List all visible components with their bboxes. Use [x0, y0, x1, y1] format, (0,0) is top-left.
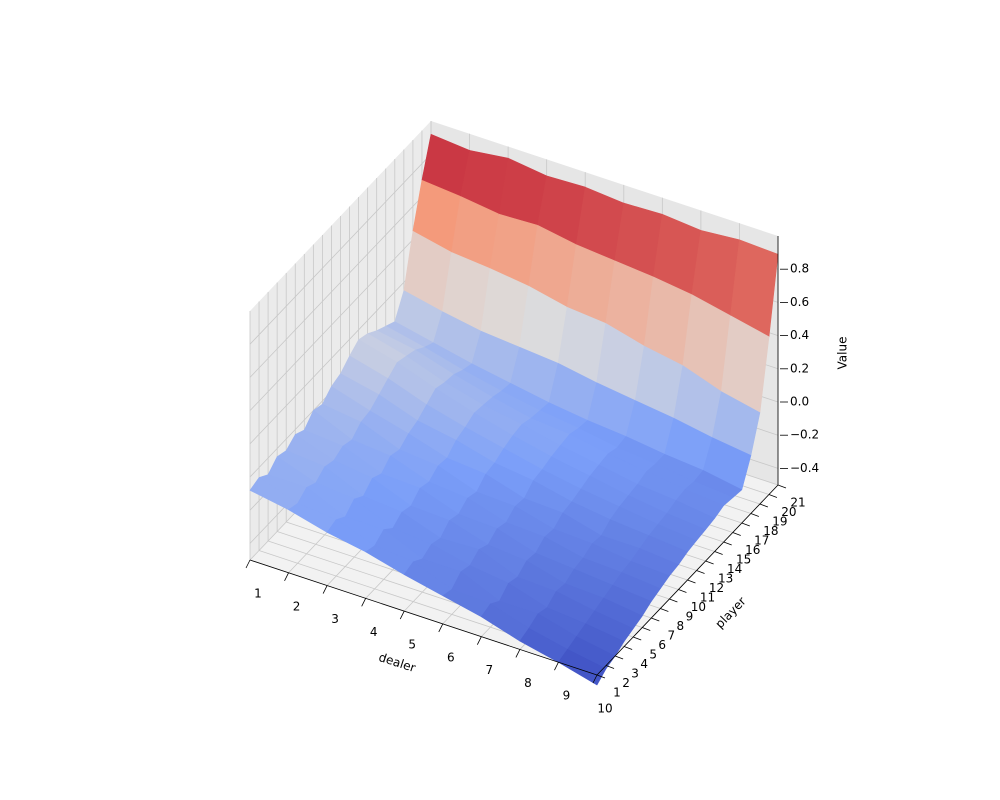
- x-tick: [554, 662, 559, 671]
- y-tick-label: 20: [781, 505, 796, 519]
- grid-line: [249, 187, 432, 378]
- grid-line: [249, 153, 432, 345]
- y-tick-label: 5: [649, 648, 657, 662]
- x-tick-label: 1: [254, 587, 262, 601]
- y-tick: [669, 598, 678, 603]
- x-tick: [515, 649, 521, 658]
- x-tick: [284, 572, 289, 581]
- y-tick-label: 4: [640, 657, 648, 671]
- y-tick: [741, 522, 750, 527]
- y-tick-label: 6: [658, 638, 666, 652]
- y-tick-label: 13: [718, 572, 733, 586]
- y-tick: [750, 513, 759, 517]
- z-tick-label: 0.0: [790, 395, 809, 409]
- y-tick: [678, 589, 687, 593]
- layer: [249, 134, 779, 686]
- y-tick: [777, 484, 787, 489]
- y-tick: [732, 532, 741, 536]
- x-tick: [361, 598, 367, 607]
- x-tick: [322, 585, 328, 594]
- axis-line: [596, 484, 779, 676]
- z-tick-label: 0.4: [790, 328, 809, 342]
- y-tick: [714, 551, 723, 555]
- x-axis-label: dealer: [377, 650, 418, 675]
- y-tick: [642, 627, 651, 631]
- z-tick-label: 0.8: [790, 262, 809, 276]
- x-tick: [245, 559, 251, 569]
- y-tick: [696, 570, 705, 574]
- y-tick-label: 7: [667, 629, 675, 643]
- y-tick: [705, 560, 714, 565]
- y-tick: [614, 655, 624, 660]
- y-tick: [759, 503, 769, 508]
- y-tick-label: 11: [700, 591, 715, 605]
- x-tick: [399, 610, 405, 620]
- y-tick: [651, 617, 660, 622]
- y-tick-label: 1: [613, 686, 621, 700]
- x-tick-label: 5: [408, 638, 416, 652]
- y-tick-label: 18: [763, 524, 778, 538]
- z-tick-label: 0.2: [790, 361, 809, 375]
- x-tick-label: 4: [370, 625, 378, 639]
- y-tick: [624, 646, 633, 650]
- y-tick: [660, 608, 669, 612]
- y-tick-label: 10: [691, 600, 706, 614]
- x-tick-label: 10: [597, 702, 612, 716]
- y-tick-label: 8: [677, 619, 685, 633]
- z-tick-label: 0.6: [790, 295, 809, 309]
- x-tick-label: 9: [563, 689, 571, 703]
- y-tick: [633, 636, 642, 641]
- surface-cell: [558, 649, 607, 686]
- y-tick-label: 12: [709, 581, 724, 595]
- y-tick-label: 9: [686, 610, 694, 624]
- grid-line: [249, 253, 432, 445]
- z-tick-label: −0.4: [790, 461, 819, 475]
- y-tick-label: 19: [772, 515, 787, 529]
- y-tick: [596, 674, 606, 679]
- z-tick-label: −0.2: [790, 428, 819, 442]
- x-tick: [592, 674, 598, 684]
- y-tick-label: 14: [727, 562, 742, 576]
- y-tick-label: 21: [790, 496, 805, 510]
- x-tick-label: 2: [293, 599, 301, 613]
- y-axis-label: player: [712, 594, 748, 631]
- y-tick: [605, 665, 615, 669]
- x-tick: [476, 636, 482, 645]
- x-tick-label: 3: [331, 612, 339, 626]
- x-tick-label: 7: [486, 663, 494, 677]
- y-tick-label: 15: [736, 553, 751, 567]
- grid-line: [249, 220, 432, 411]
- y-tick: [687, 579, 696, 584]
- y-tick-label: 3: [631, 667, 639, 681]
- y-tick-label: 17: [754, 534, 769, 548]
- x-tick: [438, 623, 444, 633]
- y-tick-label: 16: [745, 543, 760, 557]
- z-axis-label: Value: [836, 337, 850, 370]
- y-tick: [768, 494, 778, 498]
- axis-line: [249, 559, 598, 676]
- layer: 1234567891012345678910111213141516171819…: [245, 236, 819, 716]
- y-tick-label: 2: [622, 676, 630, 690]
- x-tick-label: 8: [524, 676, 532, 690]
- y-tick: [723, 541, 732, 546]
- x-tick-label: 6: [447, 650, 455, 664]
